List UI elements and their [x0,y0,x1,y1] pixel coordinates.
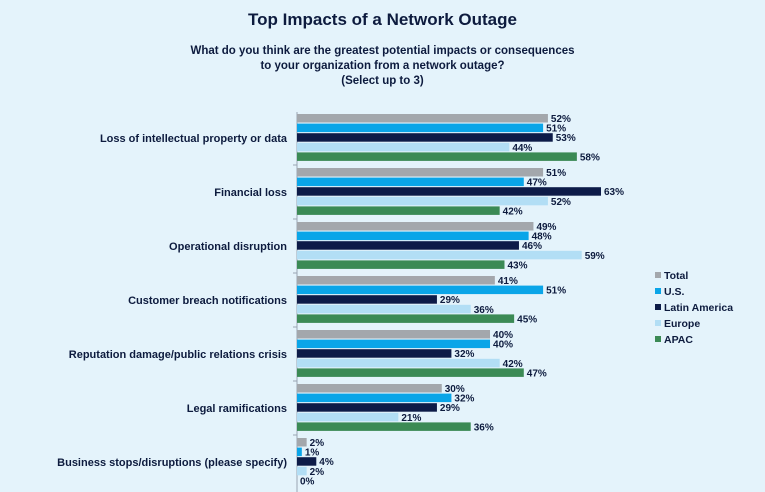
data-label: 51% [546,124,566,135]
bar [297,304,471,314]
data-label: 30% [445,384,465,395]
bar [297,250,582,260]
data-label: 49% [536,222,556,233]
category-label: Loss of intellectual property or data [100,133,288,145]
data-label: 42% [503,206,523,217]
data-label: 1% [305,448,320,459]
data-label: 45% [517,314,537,325]
data-label: 51% [546,168,566,179]
bar [297,438,307,447]
legend-swatch [655,272,661,278]
bar [297,393,452,403]
data-label: 41% [498,276,518,287]
subtitle-line: What do you think are the greatest poten… [190,45,575,57]
bar [297,358,500,368]
bar [297,123,544,133]
bar [297,349,452,358]
bar [297,295,437,304]
data-label: 2% [310,438,325,449]
data-label: 47% [527,178,547,189]
data-label: 52% [551,114,571,125]
category-label: Reputation damage/public relations crisi… [69,349,287,361]
category-label: Customer breach notifications [128,295,287,307]
data-label: 52% [551,197,571,208]
bar [297,142,510,152]
bar [297,314,515,323]
bar [297,196,548,206]
bar [297,222,534,231]
subtitle-line: to your organization from a network outa… [260,60,505,72]
chart-subtitle: What do you think are the greatest poten… [0,44,765,89]
data-label: 59% [585,251,605,262]
bar [297,276,495,285]
bar [297,241,519,250]
bar [297,231,529,241]
bar [297,466,307,476]
bar [297,177,524,187]
bar [297,368,524,377]
category-label: Legal ramifications [187,403,287,415]
legend-swatch [655,336,661,342]
category-label: Financial loss [214,187,287,199]
data-label: 29% [440,295,460,306]
bar [297,114,548,123]
data-label: 43% [507,260,527,271]
data-label: 44% [512,143,532,154]
data-label: 29% [440,403,460,414]
data-label: 40% [493,330,513,341]
data-label: 32% [454,394,474,405]
data-label: 53% [556,133,576,144]
bar [297,133,553,142]
bar [297,339,491,349]
bar [297,412,399,422]
data-label: 42% [503,359,523,370]
data-label: 36% [474,422,494,433]
bar [297,206,500,215]
legend-label: U.S. [664,286,685,298]
data-label: 47% [527,368,547,379]
data-label: 51% [546,286,566,297]
category-label: Business stops/disruptions (please speci… [57,457,287,469]
chart-title: Top Impacts of a Network Outage [248,10,517,29]
data-label: 32% [454,349,474,360]
data-label: 48% [532,232,552,243]
data-label: 4% [319,457,334,468]
data-label: 46% [522,241,542,252]
bar [297,187,601,196]
bar [297,457,317,466]
bar [297,330,491,339]
data-label: 0% [300,476,315,487]
bar [297,152,577,161]
data-label: 2% [310,467,325,478]
legend-label: Europe [664,318,700,330]
data-label: 36% [474,305,494,316]
legend-swatch [655,288,661,294]
bar [297,168,544,177]
legend-swatch [655,304,661,310]
data-label: 21% [401,413,421,424]
legend-label: Total [664,270,688,282]
data-label: 63% [604,187,624,198]
bar [297,260,505,269]
legend-label: Latin America [664,302,733,314]
bar [297,403,437,412]
category-label: Operational disruption [169,241,287,253]
legend-swatch [655,320,661,326]
bar [297,447,302,457]
bar [297,384,442,393]
legend-label: APAC [664,334,693,346]
data-label: 58% [580,152,600,163]
bar [297,285,544,295]
data-label: 40% [493,340,513,351]
bar [297,422,471,431]
subtitle-line: (Select up to 3) [341,75,424,87]
